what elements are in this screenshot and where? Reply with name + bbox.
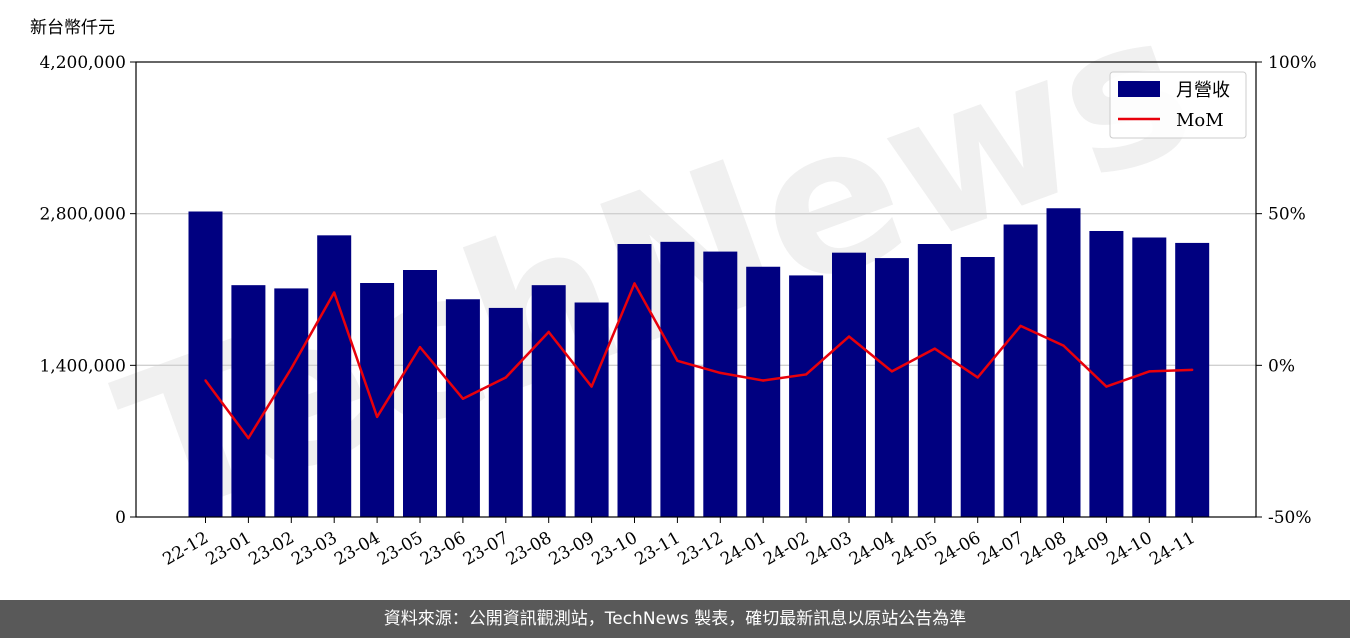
unit-label: 新台幣仟元 xyxy=(30,18,115,38)
bar-24-04 xyxy=(874,258,909,517)
mom-point-23-02 xyxy=(290,367,293,370)
bar-23-10 xyxy=(617,244,652,517)
bar-24-10 xyxy=(1132,237,1167,517)
bar-24-01 xyxy=(746,266,781,517)
right-axis: -50% 0% 50% 100% xyxy=(1256,53,1317,528)
bar-22-12 xyxy=(188,211,223,517)
plot-frame xyxy=(135,61,1257,518)
left-axis: 0 1,400,000 2,800,000 4,200,000 xyxy=(39,53,136,528)
mom-point-23-06 xyxy=(461,397,465,400)
mom-point-24-11 xyxy=(1191,368,1194,372)
mom-point-24-03 xyxy=(847,335,851,338)
bar-23-02 xyxy=(274,288,309,517)
mom-point-23-12 xyxy=(719,371,722,375)
bar-24-08 xyxy=(1046,208,1081,517)
mom-line xyxy=(204,282,1193,440)
mom-point-23-04 xyxy=(375,415,379,419)
mom-point-24-07 xyxy=(1019,324,1022,328)
legend-label-revenue: 月營收 xyxy=(1176,80,1230,101)
x-tick-label-23-11: 23-11 xyxy=(631,528,683,570)
mom-point-23-03 xyxy=(333,291,336,294)
legend-label-mom: MoM xyxy=(1176,110,1224,131)
x-axis: 22-1223-0123-0223-0323-0423-0523-0623-07… xyxy=(160,517,1199,570)
x-tick-label-24-08: 24-08 xyxy=(1018,528,1070,570)
bar-24-03 xyxy=(832,252,866,517)
mom-point-23-05 xyxy=(418,345,422,349)
mom-point-23-07 xyxy=(504,376,507,379)
bar-24-09 xyxy=(1089,231,1124,517)
x-tick-label-23-06: 23-06 xyxy=(417,528,469,570)
x-tick-label-23-05: 23-05 xyxy=(374,528,426,570)
mom-point-23-11 xyxy=(676,359,679,362)
bars xyxy=(188,208,1210,518)
x-tick-label-23-07: 23-07 xyxy=(460,528,512,570)
left-tick-label-2: 2,800,000 xyxy=(39,205,126,225)
right-tick-label-2: 50% xyxy=(1268,205,1306,225)
x-tick-label-23-04: 23-04 xyxy=(331,528,383,570)
bar-24-02 xyxy=(789,275,824,517)
right-tick-label-0: -50% xyxy=(1268,508,1312,528)
bar-23-07 xyxy=(488,307,523,517)
x-tick-label-24-10: 24-10 xyxy=(1103,528,1155,570)
mom-point-24-06 xyxy=(976,376,979,379)
mom-point-24-02 xyxy=(804,373,808,376)
x-tick-label-24-02: 24-02 xyxy=(760,528,812,570)
bar-24-11 xyxy=(1175,242,1210,517)
x-tick-label-24-04: 24-04 xyxy=(846,528,898,570)
left-tick-label-1: 1,400,000 xyxy=(39,356,126,376)
left-tick-label-3: 4,200,000 xyxy=(39,53,126,73)
x-tick-label-23-12: 23-12 xyxy=(674,528,726,570)
x-tick-label-23-03: 23-03 xyxy=(288,528,340,570)
bar-24-06 xyxy=(960,257,995,517)
bar-24-07 xyxy=(1003,224,1038,517)
right-tick-label-3: 100% xyxy=(1268,53,1317,73)
mom-point-23-01 xyxy=(247,436,250,440)
bar-23-11 xyxy=(660,241,695,518)
bar-23-03 xyxy=(317,235,352,518)
chart: TechNews 新台幣仟元 01,400,0002,800,0004,200,… xyxy=(30,0,1317,570)
mom-point-24-04 xyxy=(890,370,894,373)
mom-points xyxy=(204,282,1194,440)
mom-point-23-09 xyxy=(590,385,593,388)
x-tick-label-24-05: 24-05 xyxy=(889,528,941,570)
x-tick-label-24-07: 24-07 xyxy=(975,528,1027,570)
right-tick-label-1: 0% xyxy=(1268,356,1295,376)
bar-23-12 xyxy=(703,251,738,518)
x-tick-label-24-11: 24-11 xyxy=(1146,528,1198,570)
bar-23-05 xyxy=(403,270,437,517)
mom-point-24-10 xyxy=(1148,370,1151,373)
mom-point-24-08 xyxy=(1062,344,1065,347)
legend-swatch-revenue xyxy=(1118,81,1160,97)
bar-23-08 xyxy=(531,285,566,517)
bar-23-01 xyxy=(231,285,266,517)
bar-23-06 xyxy=(445,299,480,517)
x-tick-label-23-10: 23-10 xyxy=(589,528,641,570)
x-tick-label-24-03: 24-03 xyxy=(803,528,855,570)
bar-24-05 xyxy=(917,244,952,517)
x-tick-label-24-09: 24-09 xyxy=(1060,528,1112,570)
mom-point-23-08 xyxy=(547,330,550,334)
mom-point-24-05 xyxy=(933,347,936,350)
mom-point-23-10 xyxy=(633,282,636,285)
source-footer: 資料來源：公開資訊觀測站，TechNews 製表，確切最新訊息以原站公告為準 xyxy=(0,600,1350,638)
bar-23-09 xyxy=(574,302,609,517)
mom-point-22-12 xyxy=(204,379,207,382)
x-tick-label-23-08: 23-08 xyxy=(503,528,555,570)
mom-point-24-01 xyxy=(762,379,765,382)
x-tick-label-23-09: 23-09 xyxy=(546,528,598,570)
mom-point-24-09 xyxy=(1105,385,1108,388)
x-tick-label-24-06: 24-06 xyxy=(932,528,984,570)
legend: 月營收 MoM xyxy=(1109,71,1247,139)
left-tick-label-0: 0 xyxy=(115,508,126,528)
bar-23-04 xyxy=(360,283,395,517)
x-tick-label-24-01: 24-01 xyxy=(717,528,769,570)
